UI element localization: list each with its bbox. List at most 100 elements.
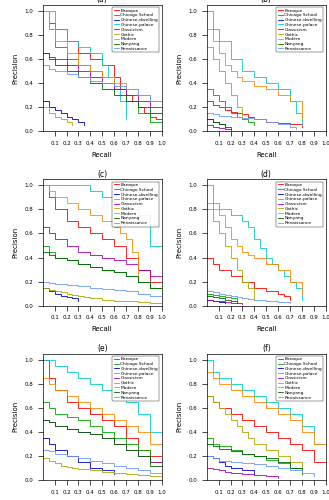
Chinese-dwelling	[100, 468, 104, 473]
Modern	[264, 254, 268, 260]
Nanyang	[89, 80, 92, 86]
Chinese-palace	[312, 423, 316, 429]
Chinese-palace	[246, 218, 250, 224]
Classicism	[276, 474, 280, 480]
Chicago School	[205, 86, 209, 92]
Nanyang	[100, 80, 104, 86]
Classicism	[47, 419, 51, 425]
Chicago School	[53, 411, 57, 417]
Nanyang	[300, 471, 304, 477]
Renaissance	[89, 456, 92, 462]
Classicism	[112, 441, 116, 447]
Classicism	[47, 417, 51, 423]
Y-axis label: Precision: Precision	[177, 52, 183, 84]
Chinese-palace	[229, 38, 233, 44]
Modern	[64, 387, 68, 393]
Baroque	[229, 272, 233, 278]
Modern	[276, 260, 280, 266]
Chinese-palace	[100, 62, 104, 68]
Line: Chinese-dwelling: Chinese-dwelling	[43, 288, 78, 301]
Modern	[217, 50, 221, 56]
Chicago School	[47, 248, 51, 254]
Baroque	[288, 121, 292, 127]
Chinese-dwelling	[223, 121, 227, 127]
Chicago School	[211, 290, 215, 296]
Gothic	[112, 298, 116, 304]
Chinese-palace	[217, 26, 221, 32]
Nanyang	[211, 293, 215, 299]
Renaissance	[41, 278, 45, 284]
Chinese-dwelling	[53, 290, 57, 296]
Baroque	[300, 441, 304, 447]
Line: Baroque: Baroque	[207, 102, 302, 126]
Baroque	[282, 293, 286, 299]
Renaissance	[76, 284, 80, 290]
Classicism	[53, 423, 57, 429]
Nanyang	[76, 257, 80, 263]
Chinese-dwelling	[41, 284, 45, 290]
Chinese-dwelling	[59, 110, 63, 116]
Baroque	[205, 254, 209, 260]
Chinese-dwelling	[82, 122, 86, 128]
X-axis label: Recall: Recall	[256, 326, 277, 332]
Chinese-palace	[264, 399, 268, 405]
Classicism	[229, 299, 233, 305]
Modern	[112, 74, 116, 80]
Baroque	[217, 104, 221, 110]
Modern	[205, 200, 209, 206]
Chinese-dwelling	[64, 447, 68, 453]
Gothic	[229, 242, 233, 248]
Baroque	[240, 411, 244, 417]
Baroque	[89, 405, 92, 411]
Renaissance	[160, 98, 164, 104]
Line: Modern: Modern	[207, 372, 326, 468]
Baroque	[300, 121, 304, 127]
Modern	[300, 429, 304, 435]
Modern	[276, 92, 280, 98]
Chinese-palace	[53, 8, 57, 14]
Baroque	[41, 356, 45, 362]
Line: Chicago School: Chicago School	[43, 11, 162, 126]
Chinese-palace	[229, 206, 233, 212]
Chinese-dwelling	[205, 453, 209, 459]
Baroque	[223, 106, 227, 112]
Renaissance	[211, 290, 215, 296]
Classicism	[211, 465, 215, 471]
Gothic	[240, 278, 244, 284]
Gothic	[136, 298, 140, 304]
Classicism	[211, 296, 215, 302]
Chicago School	[112, 74, 116, 80]
Renaissance	[41, 447, 45, 453]
Renaissance	[136, 465, 140, 471]
Baroque	[154, 116, 158, 122]
Modern	[100, 74, 104, 80]
Renaissance	[100, 286, 104, 292]
Renaissance	[89, 74, 92, 80]
Chinese-palace	[124, 200, 128, 206]
Chinese-palace	[294, 110, 298, 116]
Chicago School	[64, 411, 68, 417]
Renaissance	[229, 293, 233, 299]
Gothic	[235, 92, 239, 98]
Baroque	[148, 278, 152, 284]
Chinese-dwelling	[211, 296, 215, 302]
Nanyang	[264, 453, 268, 459]
Gothic	[229, 417, 233, 423]
Nanyang	[100, 266, 104, 272]
Chinese-palace	[47, 356, 51, 362]
Chinese-palace	[264, 254, 268, 260]
Line: Baroque: Baroque	[207, 258, 290, 300]
Renaissance	[89, 284, 92, 290]
Chinese-palace	[106, 74, 110, 80]
Chinese-palace	[124, 98, 128, 104]
Chinese-palace	[229, 212, 233, 218]
Classicism	[235, 300, 239, 306]
Classicism	[64, 56, 68, 62]
Modern	[223, 62, 227, 68]
Chinese-palace	[229, 374, 233, 380]
Classicism	[47, 54, 51, 60]
Renaissance	[148, 470, 152, 476]
Modern	[89, 68, 92, 74]
Renaissance	[217, 112, 221, 117]
Baroque	[148, 110, 152, 116]
